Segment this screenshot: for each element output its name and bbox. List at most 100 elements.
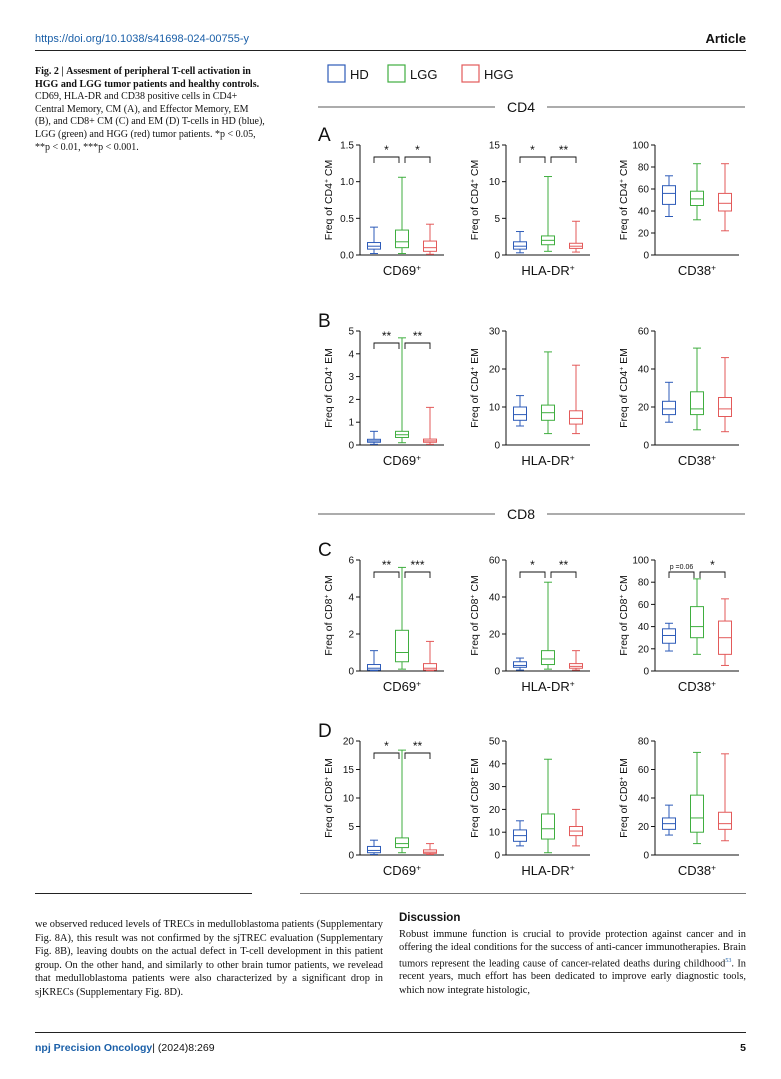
box-hd: [662, 175, 676, 217]
box-hgg: [569, 808, 583, 847]
legend-swatch-hd: [327, 64, 346, 83]
y-tick-label: 2: [348, 630, 354, 641]
y-axis-label: Freq of CD8+ EM: [323, 758, 335, 838]
box-body: [690, 190, 704, 206]
bracket-line: [550, 156, 577, 163]
significance-bracket: *: [519, 143, 546, 163]
y-tick-label: 6: [348, 556, 354, 567]
bracket-line: [404, 571, 431, 578]
chart-panel-d-2: 0 10 20 30 40 50: [489, 737, 590, 862]
bracket-line: [404, 156, 431, 163]
x-axis-label: HLA-DR+: [521, 862, 574, 878]
significance-label: *: [384, 739, 389, 753]
doi-link[interactable]: https://doi.org/10.1038/s41698-024-00755…: [35, 33, 250, 45]
x-axis-label: CD38+: [678, 862, 716, 878]
y-tick-label: 30: [489, 782, 501, 793]
bracket-line: [668, 571, 695, 578]
box-lgg: [395, 566, 409, 670]
bracket-line: [404, 342, 431, 349]
significance-bracket: **: [404, 329, 431, 349]
x-axis-label: CD69+: [383, 262, 421, 278]
x-axis-label: HLA-DR+: [521, 262, 574, 278]
y-tick-label: 60: [489, 556, 501, 567]
significance-bracket: **: [550, 558, 577, 578]
y-tick-label: 1.5: [340, 141, 354, 152]
y-tick-label: 40: [489, 759, 501, 770]
box-body: [367, 664, 381, 671]
chart-panel-b-2: 0 10 20 30: [489, 327, 590, 452]
y-tick-label: 0: [494, 851, 500, 862]
y-tick-label: 5: [348, 327, 354, 338]
chart-panel-a-1: 0.0 0.5 1.0 1.5 * *: [340, 141, 444, 262]
box-lgg: [690, 163, 704, 221]
y-tick-label: 1.0: [340, 177, 354, 188]
x-axis-label: HLA-DR+: [521, 452, 574, 468]
y-tick-label: 0: [494, 251, 500, 262]
y-tick-label: 100: [632, 556, 649, 567]
box-hgg: [569, 650, 583, 671]
panel-letter-b: B: [318, 311, 331, 332]
caption-fig-label: Fig. 2 |: [35, 66, 64, 77]
significance-bracket: *: [699, 558, 726, 578]
y-tick-label: 60: [638, 765, 650, 776]
panel-letter-d: D: [318, 721, 332, 742]
bracket-line: [373, 752, 400, 759]
box-body: [513, 241, 527, 250]
y-tick-label: 20: [638, 403, 650, 414]
legend-swatch-hgg: [461, 64, 480, 83]
y-tick-label: 1: [348, 418, 354, 429]
box-hgg: [423, 843, 437, 855]
box-hgg: [423, 640, 437, 672]
box-body: [395, 229, 409, 249]
y-tick-label: 5: [348, 822, 354, 833]
bracket-line: [519, 571, 546, 578]
box-lgg: [690, 347, 704, 431]
bracket-line: [404, 752, 431, 759]
y-tick-label: 10: [343, 794, 355, 805]
y-tick-label: 80: [638, 737, 650, 748]
y-tick-label: 60: [638, 185, 650, 196]
y-tick-label: 40: [489, 593, 501, 604]
box-body: [395, 837, 409, 849]
significance-label: *: [710, 558, 715, 572]
legend-swatch-lgg: [387, 64, 406, 83]
box-body: [513, 661, 527, 668]
box-body: [718, 811, 732, 830]
y-tick-label: 15: [343, 765, 355, 776]
box-body: [423, 663, 437, 671]
box-hd: [513, 395, 527, 427]
box-body: [423, 240, 437, 252]
significance-bracket: *: [373, 739, 400, 759]
y-tick-label: 0: [643, 851, 649, 862]
y-tick-label: 3: [348, 372, 354, 383]
y-tick-label: 0: [348, 667, 354, 678]
y-axis-label: Freq of CD8+ CM: [618, 575, 630, 655]
box-hd: [662, 381, 676, 423]
y-tick-label: 20: [638, 229, 650, 240]
significance-label: **: [413, 739, 423, 753]
box-hgg: [423, 406, 437, 445]
chart-panel-b-3: 0 20 40 60: [638, 327, 739, 452]
box-hgg: [718, 163, 732, 232]
y-tick-label: 20: [489, 365, 501, 376]
box-lgg: [690, 578, 704, 655]
box-body: [541, 813, 555, 840]
y-tick-label: 20: [638, 644, 650, 655]
box-body: [541, 650, 555, 666]
y-tick-label: 20: [489, 805, 501, 816]
y-tick-label: 20: [638, 822, 650, 833]
significance-bracket: p =0.06: [668, 564, 695, 578]
y-tick-label: 30: [489, 327, 501, 338]
reference-53[interactable]: 53: [725, 957, 732, 964]
y-tick-label: 50: [489, 737, 501, 748]
y-tick-label: 10: [489, 403, 501, 414]
chart-panel-c-3: 0 20 40 60 80 100 p =0.06 *: [632, 556, 739, 678]
box-hd: [513, 820, 527, 847]
significance-bracket: **: [404, 739, 431, 759]
significance-label: **: [559, 143, 569, 157]
box-hgg: [569, 364, 583, 435]
discussion-text-cont: . In recent years, much effort has been …: [399, 957, 746, 996]
y-tick-label: 0: [494, 441, 500, 452]
